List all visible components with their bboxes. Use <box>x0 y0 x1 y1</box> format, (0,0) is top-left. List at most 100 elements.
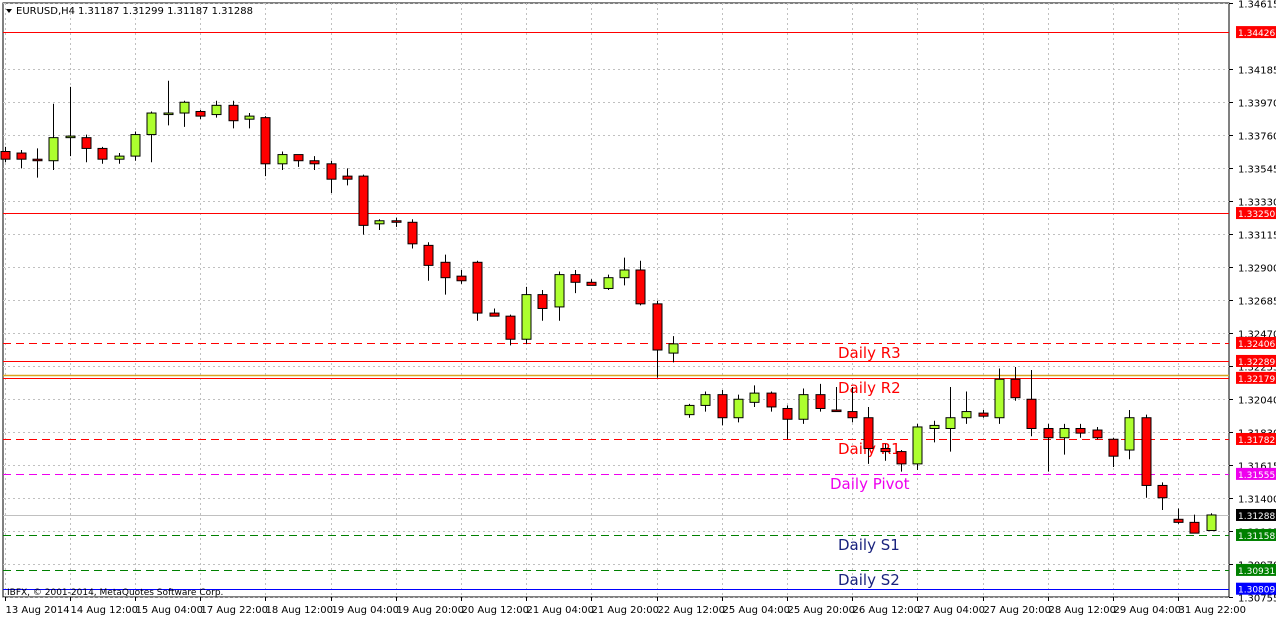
candle <box>163 80 174 126</box>
candle <box>635 260 646 306</box>
candle <box>1010 366 1021 401</box>
candle-body <box>684 404 695 416</box>
candle-body <box>489 312 500 317</box>
y-tick-label: 1.33330 <box>1238 198 1276 209</box>
candle <box>65 86 76 157</box>
candle <box>114 153 125 164</box>
level-price-tag <box>1236 336 1276 349</box>
candle-body <box>945 417 956 429</box>
level-price-tag <box>1236 528 1276 541</box>
candle <box>570 269 581 294</box>
candle <box>1141 414 1152 498</box>
x-tick-label: 17 Aug 22:00 <box>201 605 268 616</box>
candle <box>863 406 874 464</box>
candle <box>1124 410 1135 460</box>
level-label: Daily R3 <box>838 344 901 362</box>
candle-body <box>603 277 614 289</box>
candle <box>1075 423 1086 438</box>
candle-body <box>1092 429 1103 439</box>
candle <box>1026 370 1037 437</box>
candle <box>994 368 1005 424</box>
candle-body <box>815 394 826 409</box>
candle-body <box>48 137 59 162</box>
candle-body <box>1043 427 1054 439</box>
candle-body <box>179 101 190 114</box>
candle <box>603 274 614 290</box>
candle-body <box>798 394 809 420</box>
level-label: Daily S1 <box>838 536 900 554</box>
candle-body <box>440 261 451 279</box>
level-price-tag <box>1236 432 1276 445</box>
chart-frame <box>2 2 1230 598</box>
candle <box>407 219 418 249</box>
candle-body <box>260 117 271 165</box>
y-tick-label: 1.31615 <box>1238 462 1276 473</box>
candle <box>766 391 777 412</box>
x-tick-label: 13 Aug 2014 <box>6 605 70 616</box>
candle-body <box>130 134 141 157</box>
candle <box>472 260 483 321</box>
y-tick-label: 1.34615 <box>1238 0 1276 11</box>
candle-body <box>554 274 565 308</box>
candle-body <box>847 411 858 419</box>
x-tick-label: 21 Aug 04:00 <box>527 605 594 616</box>
chart-menu-arrow-icon[interactable] <box>6 9 12 13</box>
candle <box>423 242 434 281</box>
level-label: Daily S2 <box>838 571 900 589</box>
candle <box>668 336 679 363</box>
candle-body <box>749 392 760 403</box>
y-tick-label: 1.31400 <box>1238 495 1276 506</box>
candle-body <box>652 303 663 351</box>
level-price-tag <box>1236 582 1276 595</box>
level-price-tag-text: 1.31555 <box>1238 471 1275 481</box>
candle <box>342 168 353 186</box>
x-tick-label: 14 Aug 12:00 <box>71 605 138 616</box>
candle <box>586 279 597 286</box>
candle <box>391 217 402 227</box>
candle-body <box>1206 514 1217 532</box>
x-tick-label: 27 Aug 20:00 <box>984 605 1051 616</box>
candle-body <box>668 343 679 354</box>
level-price-tag <box>1236 467 1276 480</box>
level-price-tag-text: 1.34426 <box>1238 29 1275 39</box>
candle-body <box>0 151 11 160</box>
candle-body <box>537 294 548 309</box>
level-price-tag-text: 1.31158 <box>1238 532 1275 542</box>
candle-body <box>195 110 206 117</box>
level-label: Daily R2 <box>838 379 901 397</box>
candle <box>1157 482 1168 511</box>
candle <box>293 154 304 167</box>
candle-body <box>228 104 239 122</box>
candle <box>1108 437 1119 467</box>
candle-body <box>619 269 630 279</box>
candle-body <box>700 394 711 406</box>
candle <box>733 394 744 423</box>
candle-body <box>1108 438 1119 457</box>
candle <box>831 386 842 413</box>
candle-body <box>929 424 940 429</box>
x-tick-label: 27 Aug 04:00 <box>918 605 985 616</box>
candle-body <box>570 274 581 283</box>
candle-body <box>326 163 337 180</box>
level-price-tag-text: 1.31782 <box>1238 436 1275 446</box>
candle <box>358 174 369 235</box>
candle <box>48 103 59 170</box>
level-price-tag <box>1236 26 1276 39</box>
candle-body <box>32 158 43 162</box>
x-tick-label: 15 Aug 04:00 <box>136 605 203 616</box>
x-tick-label: 20 Aug 12:00 <box>462 605 529 616</box>
candle-body <box>391 220 402 223</box>
y-tick-label: 1.33545 <box>1238 165 1276 176</box>
candle <box>228 100 239 129</box>
candle <box>1092 426 1103 440</box>
candle <box>684 403 695 418</box>
x-tick-label: 29 Aug 04:00 <box>1114 605 1181 616</box>
candle <box>1189 514 1200 534</box>
candle <box>81 134 92 163</box>
chart-symbol: EURUSD,H4 <box>16 6 75 17</box>
candle <box>146 111 157 163</box>
candle <box>717 390 728 426</box>
candle <box>815 383 826 412</box>
candle <box>978 410 989 418</box>
